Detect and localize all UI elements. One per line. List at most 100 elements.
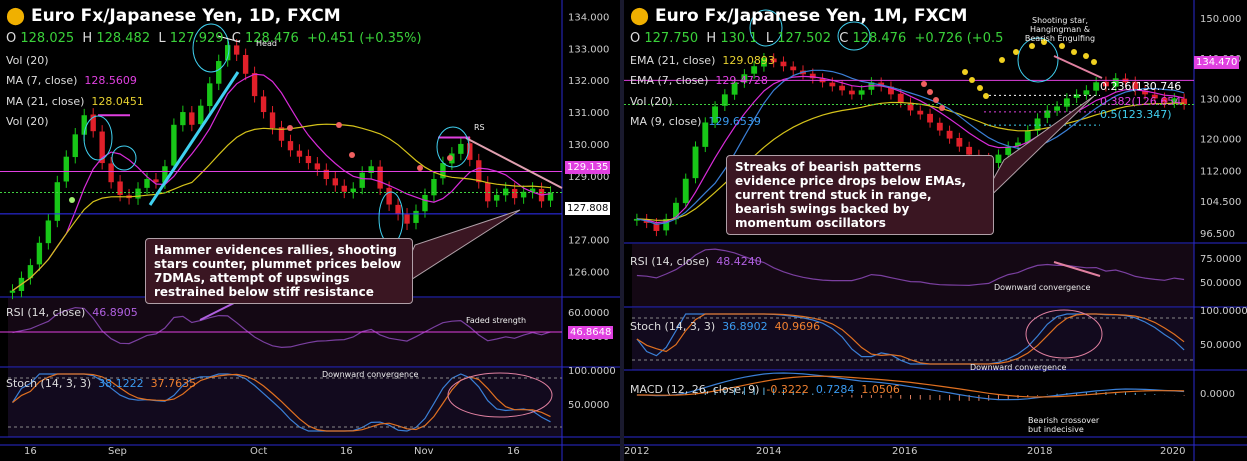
candle-body bbox=[117, 181, 123, 195]
macd-tick-label: 0.0000 bbox=[1200, 389, 1235, 400]
bearish-signal-dot bbox=[349, 152, 355, 158]
high-value: 128.482 bbox=[96, 31, 151, 46]
signal-dot bbox=[1013, 49, 1019, 55]
candle-body bbox=[858, 90, 865, 95]
candle-body bbox=[260, 96, 267, 113]
candle-body bbox=[1103, 81, 1109, 87]
candle-body bbox=[341, 185, 347, 192]
signal-dot bbox=[977, 85, 983, 91]
daily-chart-panel[interactable]: 134.000 133.000 132.000 131.000 130.000 129.0… bbox=[0, 0, 620, 461]
candle-body bbox=[751, 66, 758, 74]
rsi-line bbox=[12, 306, 551, 349]
downtrend-arrow bbox=[1053, 55, 1103, 79]
close-value: 128.476 bbox=[245, 31, 299, 46]
candle-body bbox=[287, 141, 294, 151]
candle-body bbox=[225, 45, 231, 61]
monthly-chart-panel[interactable]: 150.000140.000130.000120.000112.000104.5… bbox=[624, 0, 1247, 461]
xtick: 2020 bbox=[1160, 446, 1186, 457]
pattern-label: Shooting star, Hangingman & Bearish Engu… bbox=[1024, 16, 1096, 43]
head-pointer bbox=[217, 35, 241, 43]
pattern-highlight-circle bbox=[1017, 37, 1059, 83]
open-value: 128.025 bbox=[20, 31, 75, 46]
candle-body bbox=[741, 74, 748, 83]
candle-body bbox=[323, 169, 330, 180]
candle-body bbox=[171, 124, 177, 166]
candle-body bbox=[956, 137, 963, 147]
candle-body bbox=[377, 166, 383, 189]
candle-body bbox=[242, 55, 249, 74]
candle-body bbox=[829, 82, 836, 87]
candle-body bbox=[467, 143, 473, 160]
candle-body bbox=[1005, 146, 1012, 155]
daily-chart-canvas[interactable]: 134.000 133.000 132.000 131.000 130.000 129.0… bbox=[0, 0, 620, 461]
signal-dot bbox=[1091, 59, 1097, 65]
candle-body bbox=[1063, 98, 1070, 107]
xtick: 16 bbox=[340, 446, 353, 457]
stoch-highlight-circle bbox=[1025, 309, 1103, 359]
legend-vol: Vol (20) bbox=[6, 54, 49, 67]
candle-body bbox=[45, 220, 52, 244]
xtick: 16 bbox=[24, 446, 37, 457]
candle-body bbox=[1142, 90, 1148, 95]
head-label: Head bbox=[256, 39, 277, 48]
price-tag-upper: 129.135 bbox=[565, 161, 611, 174]
y-tick-label: 132.000 bbox=[568, 76, 609, 87]
candle-body bbox=[162, 166, 168, 183]
candle-body bbox=[27, 265, 34, 279]
legend-ema7: EMA (7, close) 129.4728 bbox=[630, 74, 768, 87]
candle-body bbox=[1083, 90, 1090, 95]
daily-analysis-note: Hammer evidences rallies, shooting stars… bbox=[145, 238, 413, 304]
stoch-legend: Stoch (14, 3, 3) 36.8902 40.9696 bbox=[630, 320, 821, 333]
y-tick-label: 133.000 bbox=[568, 44, 609, 55]
candle-body bbox=[216, 61, 222, 84]
monthly-title-text: Euro Fx/Japanese Yen, 1M, FXCM bbox=[654, 6, 968, 26]
xtick: 2016 bbox=[892, 446, 918, 457]
candle-body bbox=[1073, 94, 1080, 98]
bearish-signal-dot bbox=[417, 165, 423, 171]
candle-body bbox=[1161, 97, 1168, 103]
candle-body bbox=[1024, 130, 1031, 143]
candle-body bbox=[1093, 82, 1100, 91]
candle-body bbox=[368, 166, 374, 173]
candle-body bbox=[927, 113, 933, 123]
candle-body bbox=[431, 179, 437, 196]
xtick: Oct bbox=[250, 446, 268, 457]
rsi-arrow bbox=[1053, 261, 1101, 277]
bearish-signal-dot bbox=[927, 89, 933, 95]
stoch-tick-label: 50.0000 bbox=[1200, 340, 1241, 351]
candle-body bbox=[1151, 94, 1158, 99]
candle-body bbox=[63, 156, 69, 182]
bearish-signal-dot bbox=[336, 122, 342, 128]
candle-body bbox=[386, 187, 392, 205]
candle-body bbox=[770, 58, 777, 63]
y-tick-label: 126.000 bbox=[568, 267, 609, 278]
candle-body bbox=[144, 179, 150, 188]
xtick: 16 bbox=[507, 446, 520, 457]
y-tick-label: 127.000 bbox=[568, 236, 609, 247]
daily-title-text: Euro Fx/Japanese Yen, 1D, FXCM bbox=[30, 6, 341, 26]
candle-body bbox=[413, 210, 419, 223]
candle-body bbox=[332, 178, 338, 186]
bearish-signal-dot bbox=[939, 105, 945, 111]
candle-body bbox=[81, 115, 87, 135]
fib-0382: 0.382(126.654 bbox=[1100, 95, 1182, 108]
price-tag: 134.470 bbox=[1194, 56, 1240, 69]
candle-body bbox=[682, 178, 689, 204]
candle-body bbox=[1181, 98, 1188, 105]
legend-vol: Vol (20) bbox=[630, 95, 673, 108]
signal-dot bbox=[1071, 49, 1077, 55]
stoch-tick-label: 50.0000 bbox=[568, 400, 609, 411]
xtick: Nov bbox=[414, 446, 434, 457]
rsi-tick-label: 50.0000 bbox=[1200, 278, 1241, 289]
pattern-highlight-circle bbox=[83, 115, 113, 161]
rsi-tick-label: 60.0000 bbox=[568, 308, 609, 319]
panel-separator bbox=[620, 0, 624, 461]
candle-body bbox=[897, 93, 904, 103]
legend-ema21: EMA (21, close) 129.0893 bbox=[630, 54, 775, 67]
downtrend-arrow bbox=[465, 137, 563, 189]
signal-dot bbox=[962, 69, 968, 75]
legend-ma21: MA (21, close) 128.0451 bbox=[6, 95, 144, 108]
candle-body bbox=[404, 214, 410, 224]
candle-body bbox=[511, 188, 518, 199]
signal-dot bbox=[969, 77, 975, 83]
